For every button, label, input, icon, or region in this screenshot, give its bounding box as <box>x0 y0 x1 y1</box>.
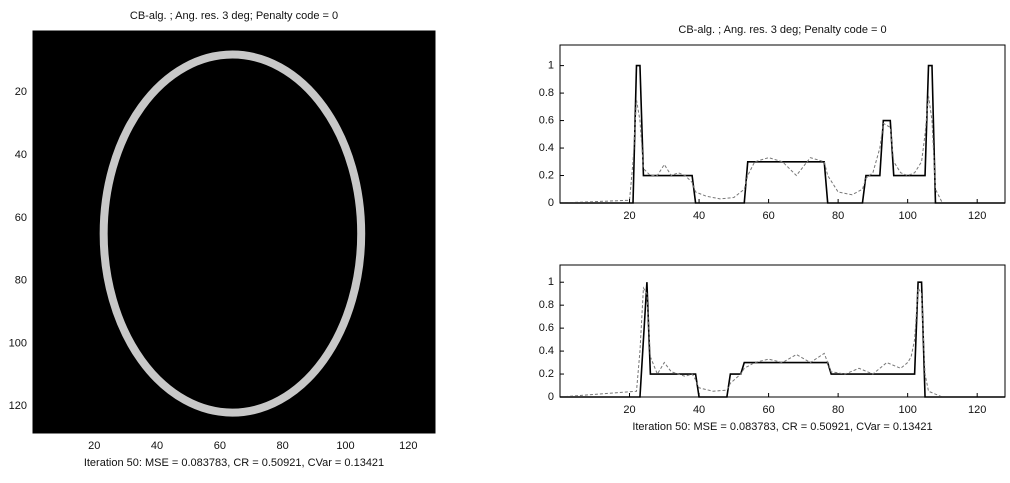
y-tick-label: 0 <box>548 391 554 403</box>
y-tick-label: 0.6 <box>539 114 554 126</box>
y-tick-label: 120 <box>9 400 27 412</box>
x-tick-label: 100 <box>898 404 916 416</box>
x-tick-label: 60 <box>762 210 774 222</box>
x-tick-label: 20 <box>623 404 635 416</box>
y-tick-label: 1 <box>548 60 554 72</box>
x-tick-label: 100 <box>336 440 354 452</box>
x-tick-label: 60 <box>214 440 226 452</box>
x-tick-label: 40 <box>693 404 705 416</box>
x-tick-label: 120 <box>399 440 417 452</box>
y-tick-label: 0.4 <box>539 345 554 357</box>
x-tick-label: 80 <box>832 210 844 222</box>
chart-title: CB-alg. ; Ang. res. 3 deg; Penalty code … <box>130 10 338 22</box>
y-tick-label: 0.4 <box>539 142 554 154</box>
x-axis-label: Iteration 50: MSE = 0.083783, CR = 0.509… <box>632 421 932 433</box>
plot-area <box>560 265 1005 397</box>
y-tick-label: 100 <box>9 337 27 349</box>
plot-area <box>560 45 1005 203</box>
figure: 2040608010012020406080100120CB-alg. ; An… <box>0 0 1010 483</box>
y-tick-label: 1 <box>548 276 554 288</box>
y-tick-label: 0 <box>548 197 554 209</box>
y-tick-label: 0.8 <box>539 87 554 99</box>
y-tick-label: 40 <box>15 149 27 161</box>
x-tick-label: 40 <box>693 210 705 222</box>
x-tick-label: 120 <box>968 210 986 222</box>
y-tick-label: 0.8 <box>539 299 554 311</box>
y-tick-label: 0.2 <box>539 169 554 181</box>
x-tick-label: 20 <box>623 210 635 222</box>
x-tick-label: 80 <box>277 440 289 452</box>
x-axis-label: Iteration 50: MSE = 0.083783, CR = 0.509… <box>84 457 384 469</box>
y-tick-label: 0.2 <box>539 368 554 380</box>
x-tick-label: 20 <box>88 440 100 452</box>
y-tick-label: 80 <box>15 275 27 287</box>
x-tick-label: 40 <box>151 440 163 452</box>
image-background <box>33 31 435 433</box>
x-tick-label: 100 <box>898 210 916 222</box>
y-tick-label: 60 <box>15 212 27 224</box>
x-tick-label: 60 <box>762 404 774 416</box>
y-tick-label: 20 <box>15 86 27 98</box>
chart-title: CB-alg. ; Ang. res. 3 deg; Penalty code … <box>678 24 886 36</box>
x-tick-label: 120 <box>968 404 986 416</box>
y-tick-label: 0.6 <box>539 322 554 334</box>
x-tick-label: 80 <box>832 404 844 416</box>
